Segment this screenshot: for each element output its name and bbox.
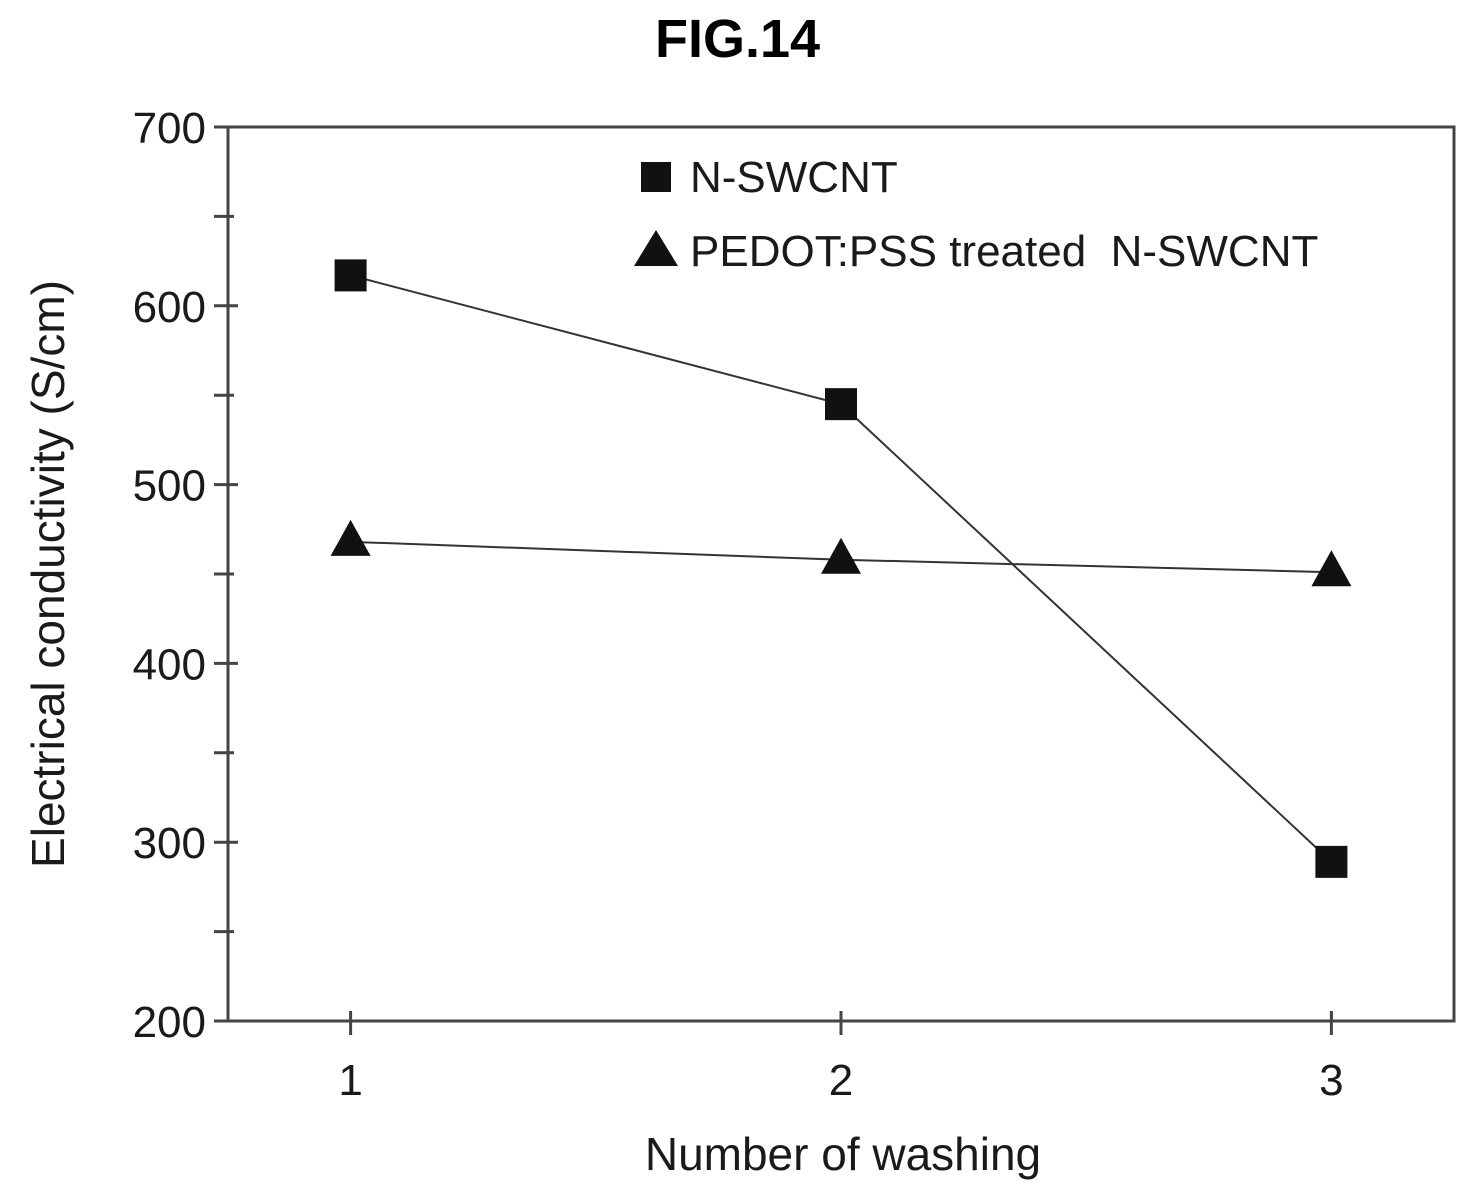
legend: N-SWCNT PEDOT:PSS treated N-SWCNT [634,153,1318,276]
data-point-triangle [821,537,861,574]
figure-title: FIG.14 [654,9,821,69]
x-tick-label: 1 [338,1056,362,1105]
legend-label-n-swcnt: N-SWCNT [690,153,898,202]
y-tick-label: 700 [133,104,206,153]
y-tick-label: 200 [133,998,206,1047]
y-axis-ticks: 200 300 400 500 600 700 [133,104,238,1047]
x-tick-label: 3 [1319,1056,1343,1105]
y-tick-label: 500 [133,462,206,511]
series-n-swcnt [334,259,1348,878]
x-tick-label: 2 [829,1056,853,1105]
legend-square-marker [641,162,671,192]
x-axis-label: Number of washing [645,1128,1041,1180]
data-point-square [334,259,367,292]
y-tick-label: 600 [133,283,206,332]
legend-label-pedot: PEDOT:PSS treated N-SWCNT [690,227,1318,276]
legend-item-n-swcnt: N-SWCNT [641,153,898,202]
data-point-triangle [330,519,371,556]
series-pedot-pss-treated [330,519,1352,587]
legend-item-pedot: PEDOT:PSS treated N-SWCNT [634,227,1318,276]
y-axis-label: Electrical conductivity (S/cm) [22,280,74,868]
data-point-triangle [1311,550,1352,587]
data-point-square [825,388,857,421]
y-tick-label: 300 [133,819,206,868]
data-point-square [1315,845,1348,878]
legend-triangle-marker [634,230,678,266]
series-layer [330,259,1352,878]
y-tick-label: 400 [133,640,206,689]
x-axis-ticks: 1 2 3 [338,1011,1344,1105]
